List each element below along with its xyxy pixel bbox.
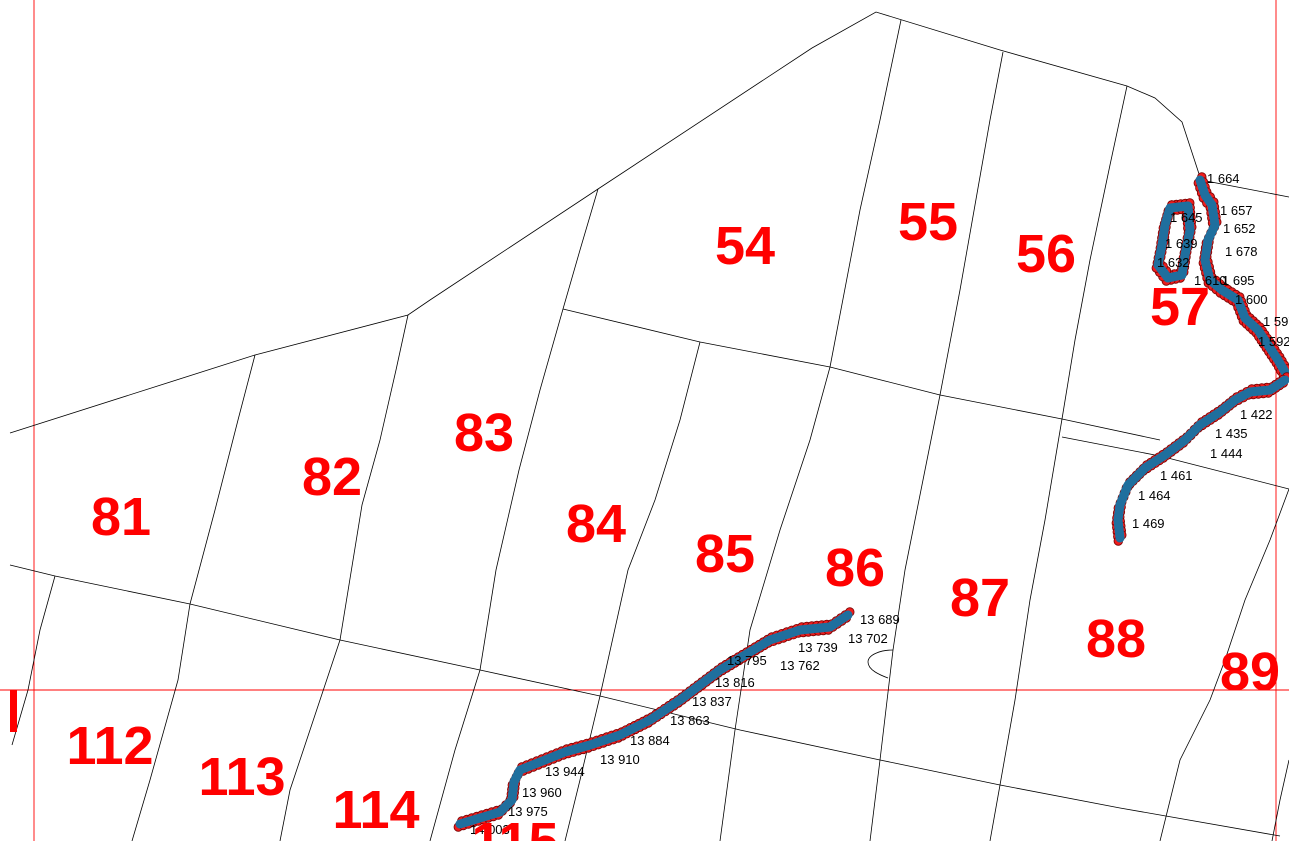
track-line (1153, 201, 1195, 283)
parcel-boundary (9, 11, 1289, 434)
parcel-boundary (869, 51, 1004, 841)
station-label: 13 884 (630, 733, 670, 748)
station-label: 1 652 (1223, 221, 1256, 236)
station-label: 1 645 (1170, 210, 1203, 225)
station-label: 13 702 (848, 631, 888, 646)
parcel-label-88: 88 (1086, 609, 1146, 669)
station-label: 13 739 (798, 640, 838, 655)
parcel-boundary (989, 85, 1128, 841)
parcel-boundary (279, 314, 409, 841)
station-label: 1 657 (1220, 203, 1253, 218)
parcel-label-82: 82 (302, 447, 362, 507)
station-label: 1 469 (1132, 516, 1165, 531)
station-label: 13 816 (715, 675, 755, 690)
station-label: 1 435 (1215, 426, 1248, 441)
parcel-label-81: 81 (91, 487, 151, 547)
survey-track-top-upper (1193, 172, 1289, 380)
station-label: 13 689 (860, 612, 900, 627)
point-labels: 13 689 13 702 13 739 13 762 13 795 13 816 13 8… (470, 171, 1289, 837)
station-label: 1 422 (1240, 407, 1273, 422)
station-label: 1 695 (1222, 273, 1255, 288)
station-label: 13 960 (522, 785, 562, 800)
parcel-boundary (867, 649, 894, 679)
station-label: 13 944 (545, 764, 585, 779)
parcel-boundary (1159, 488, 1289, 841)
station-label: 14 003 (470, 822, 510, 837)
parcel-label-85: 85 (695, 524, 755, 584)
parcel-label-83: 83 (454, 403, 514, 463)
parcel-label-89: 89 (1220, 642, 1280, 702)
parcel-label-115: 115 (471, 812, 558, 841)
parcel-boundary (11, 575, 56, 746)
parcel-boundaries (9, 11, 1289, 841)
parcel-label-114: 114 (332, 780, 419, 840)
station-label: 13 795 (727, 653, 767, 668)
station-label: 1 444 (1210, 446, 1243, 461)
survey-track-bottom (453, 607, 855, 832)
station-label: 1 610 (1194, 273, 1227, 288)
track-line (1195, 175, 1289, 377)
parcel-labels: 54 55 56 57 81 82 83 84 85 86 87 88 89 112 113 114 115 (10, 192, 1280, 841)
station-label: 13 863 (670, 713, 710, 728)
parcel-label-55: 55 (898, 192, 958, 252)
station-label: 1 664 (1207, 171, 1240, 186)
parcel-label-57: 57 (1150, 277, 1210, 337)
parcel-boundary (564, 341, 701, 841)
parcel-label-edge-fragment (10, 690, 17, 732)
track-line (1113, 375, 1289, 543)
station-label: 13 910 (600, 752, 640, 767)
parcel-boundary (131, 354, 256, 841)
parcel-boundary (1271, 759, 1289, 841)
parcel-label-112: 112 (66, 716, 153, 776)
station-label: 13 837 (692, 694, 732, 709)
station-label: 1 597 (1263, 314, 1289, 329)
parcel-boundary (429, 188, 599, 841)
parcel-label-84: 84 (566, 494, 626, 554)
parcel-label-87: 87 (950, 568, 1010, 628)
parcel-boundary (719, 19, 902, 841)
parcel-label-54: 54 (715, 216, 775, 276)
survey-track-top-lower (1111, 372, 1289, 546)
station-label: 1 678 (1225, 244, 1258, 259)
survey-tracks (453, 172, 1289, 832)
track-line (455, 610, 853, 829)
station-label: 1 600 (1235, 292, 1268, 307)
station-label: 13 762 (780, 658, 820, 673)
station-label: 1 639 (1165, 236, 1198, 251)
parcel-label-56: 56 (1016, 224, 1076, 284)
survey-track-top-loop (1151, 198, 1197, 286)
station-label: 13 975 (508, 804, 548, 819)
parcel-boundary (562, 308, 1161, 441)
parcel-label-113: 113 (198, 747, 285, 807)
station-label: 1 632 (1157, 255, 1190, 270)
station-label: 1 464 (1138, 488, 1171, 503)
station-label: 1 592 (1258, 334, 1289, 349)
parcel-label-86: 86 (825, 538, 885, 598)
station-label: 1 461 (1160, 468, 1193, 483)
